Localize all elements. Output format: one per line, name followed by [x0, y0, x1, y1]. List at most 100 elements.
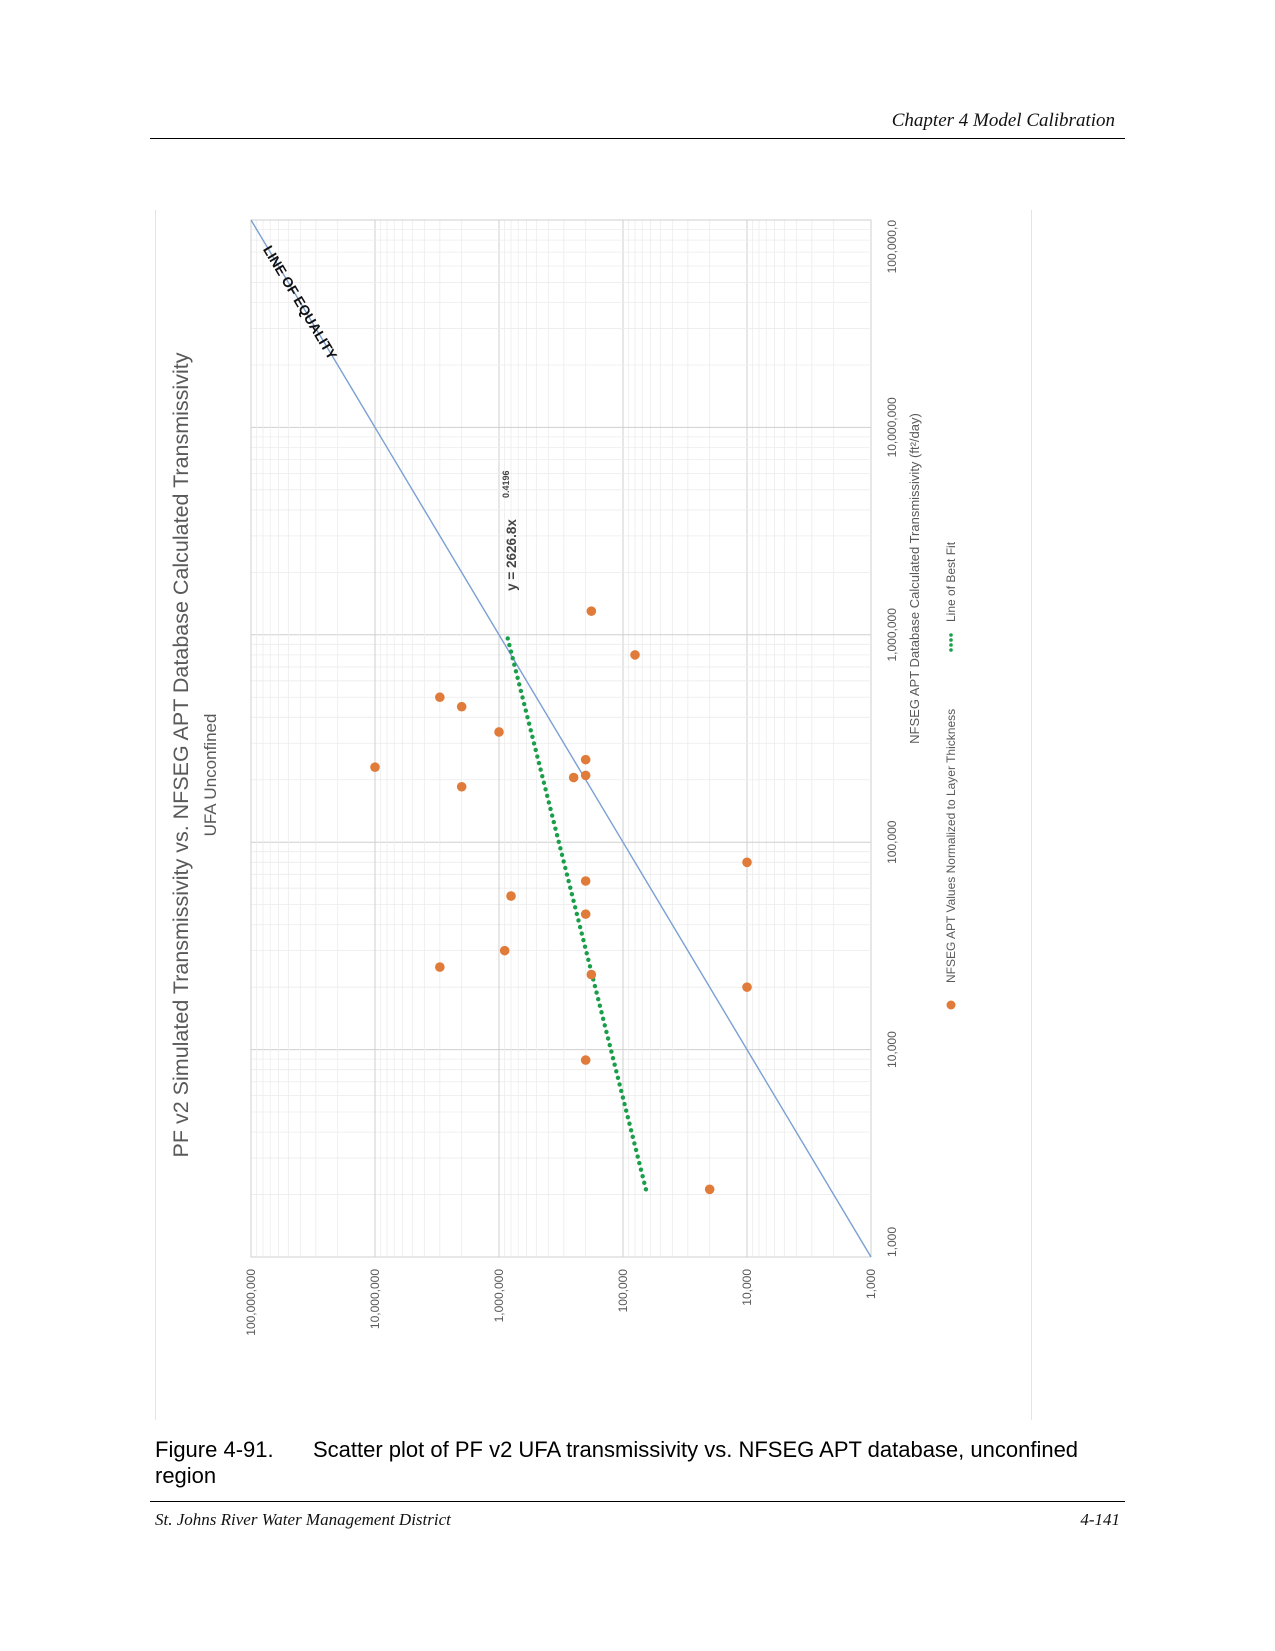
best-fit-dot — [617, 1082, 622, 1087]
best-fit-dot — [523, 708, 529, 713]
data-point — [580, 909, 591, 919]
data-point — [630, 650, 640, 660]
x-axis-label: NFSEG APT Database Calculated Transmissi… — [907, 413, 922, 744]
best-fit-dot — [597, 1003, 603, 1008]
best-fit-dot — [609, 1049, 614, 1054]
legend-label-fit: Line of Best Fit — [944, 541, 958, 622]
best-fit-dot — [528, 728, 533, 733]
data-point — [580, 1055, 591, 1065]
data-point — [499, 945, 510, 956]
best-fit-dot — [599, 1010, 604, 1015]
best-fit-dot — [579, 931, 584, 936]
y-tick-label: 1,000 — [864, 1269, 878, 1299]
data-point — [742, 982, 752, 992]
best-fit-dot — [559, 852, 565, 858]
best-fit-dot — [554, 833, 560, 838]
best-fit-dot — [530, 734, 535, 740]
best-fit-dot — [518, 688, 524, 694]
x-tick-label: 100,000,0 — [885, 220, 899, 274]
best-fit-dot — [576, 918, 581, 923]
best-fit-dot — [620, 1095, 626, 1100]
best-fit-dot — [515, 675, 520, 681]
legend-marker-fit — [949, 638, 953, 642]
best-fit-dot — [602, 1023, 607, 1028]
best-fit-dot — [526, 721, 532, 726]
best-fit-dot — [612, 1062, 617, 1067]
data-point — [580, 876, 591, 886]
legend-marker-fit — [949, 648, 953, 652]
best-fit-dot — [535, 754, 540, 759]
best-fit-dot — [545, 793, 550, 799]
best-fit-dot — [508, 649, 514, 654]
best-fit-dot — [556, 839, 561, 844]
best-fit-dot — [582, 944, 588, 949]
legend-marker-points — [946, 1000, 956, 1010]
best-fit-dot — [594, 990, 599, 995]
data-point — [586, 969, 597, 980]
axis-layer: 1,000 10,000 100,000 1,000,000 10,000,000 100… — [244, 220, 899, 1336]
best-fit-dot — [623, 1108, 629, 1113]
x-tick-label: 1,000,000 — [885, 608, 899, 662]
best-fit-dot — [521, 701, 527, 707]
best-fit-dot — [513, 669, 519, 674]
best-fit-dot — [642, 1180, 647, 1185]
best-fit-dot — [632, 1141, 637, 1146]
best-fit-dot — [548, 806, 553, 812]
best-fit-dot — [638, 1167, 644, 1172]
best-fit-dot — [619, 1088, 624, 1094]
data-point — [506, 891, 516, 901]
chapter-title: Chapter 4 Model Calibration — [891, 110, 1115, 131]
figure-caption-text: Scatter plot of PF v2 UFA transmissivity… — [155, 1437, 1079, 1488]
best-fit-dot — [640, 1174, 645, 1179]
best-fit-dot — [637, 1160, 642, 1166]
y-tick-label: 10,000,000 — [368, 1269, 382, 1329]
footer-page-number: 4-141 — [1080, 1510, 1120, 1529]
line-of-equality — [250, 219, 872, 1258]
best-fit-dot — [596, 996, 601, 1002]
best-fit-dot — [541, 780, 547, 785]
best-fit-dot — [600, 1016, 606, 1022]
chart-subtitle: UFA Unconfined — [201, 714, 220, 837]
best-fit-dot — [525, 714, 530, 720]
best-fit-dot — [553, 826, 558, 831]
page-header: Chapter 4 Model Calibration — [150, 100, 1125, 139]
best-fit-dot — [625, 1114, 631, 1120]
scatter-chart: 1,000 10,000 100,000 1,000,000 10,000,000 100… — [169, 219, 958, 1336]
data-point — [742, 857, 752, 868]
data-point — [586, 606, 597, 616]
best-fit-dot — [584, 951, 589, 956]
best-fit-dot — [543, 787, 548, 792]
data-point — [456, 781, 467, 792]
best-fit-dot — [546, 800, 552, 805]
best-fit-dot — [630, 1134, 635, 1140]
best-fit-dot — [564, 872, 570, 877]
best-fit-dot — [628, 1128, 634, 1133]
legend-marker-fit — [949, 643, 953, 647]
best-fit-dot — [549, 813, 555, 818]
best-fit-dot — [610, 1055, 616, 1061]
best-fit-dot — [510, 655, 515, 661]
best-fit-dot — [517, 682, 522, 687]
data-point — [568, 772, 579, 783]
best-fit-dot — [558, 846, 563, 851]
best-fit-dot — [540, 773, 545, 779]
data-point — [704, 1184, 715, 1195]
data-point — [580, 770, 591, 781]
y-tick-label: 1,000,000 — [492, 1269, 506, 1323]
best-fit-dot — [615, 1075, 621, 1081]
best-fit-dot — [536, 760, 542, 766]
best-fit-dot — [571, 898, 576, 903]
best-fit-dot — [627, 1121, 632, 1126]
best-fit-dot — [538, 767, 543, 772]
best-fit-dot — [574, 911, 580, 917]
data-point — [456, 701, 467, 712]
x-tick-label: 10,000 — [885, 1031, 899, 1068]
best-fit-dot — [507, 642, 512, 648]
best-fit-dot — [581, 937, 586, 943]
x-tick-label: 10,000,000 — [885, 397, 899, 457]
best-fit-dot — [592, 983, 598, 989]
best-fit-dot — [520, 695, 525, 700]
best-fit-dot — [561, 859, 566, 864]
chart-frame: 1,000 10,000 100,000 1,000,000 10,000,000 100… — [155, 210, 1032, 1420]
best-fit-dot — [533, 747, 538, 753]
